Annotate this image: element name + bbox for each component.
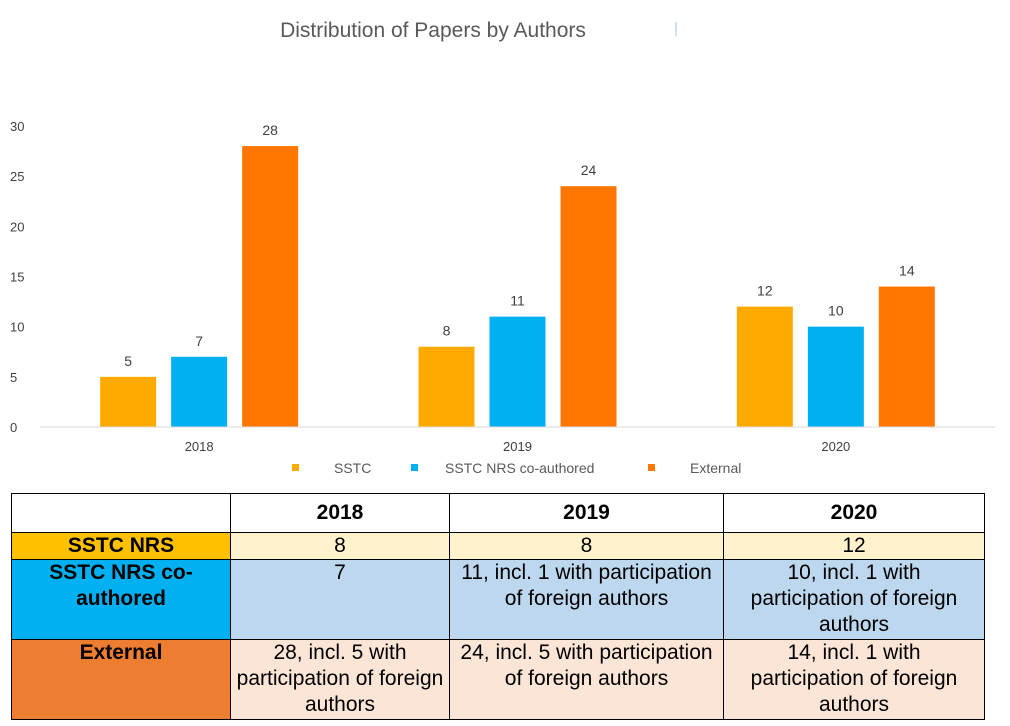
legend-label: SSTC NRS co-authored bbox=[445, 460, 594, 476]
bar bbox=[807, 326, 864, 427]
data-label: 8 bbox=[443, 323, 451, 339]
chart-title: Distribution of Papers by Authors bbox=[280, 19, 586, 42]
table-cell: 28, incl. 5 with participation of foreig… bbox=[230, 639, 450, 720]
legend-swatch bbox=[292, 464, 299, 471]
table-header-cell: 2020 bbox=[723, 493, 985, 533]
table-cell: 11, incl. 1 with participation of foreig… bbox=[449, 559, 724, 640]
bar-series: 5 7 28 8 11 24 12 10 14 bbox=[100, 122, 935, 428]
y-axis: 0 5 10 15 20 25 30 bbox=[10, 119, 24, 435]
data-table: 2018 2019 2020 SSTC NRS 8 8 12 SSTC NRS … bbox=[11, 493, 985, 720]
bar bbox=[560, 186, 617, 427]
data-label: 28 bbox=[262, 122, 278, 138]
row-header-external: External bbox=[11, 639, 231, 720]
bar-chart: Distribution of Papers by Authors 0 5 10 15… bbox=[10, 19, 995, 476]
bar bbox=[736, 306, 793, 427]
legend-label: SSTC bbox=[334, 460, 371, 476]
table-header-cell: 2018 bbox=[230, 493, 450, 533]
y-tick-label: 10 bbox=[10, 320, 24, 335]
data-label: 14 bbox=[899, 263, 915, 279]
data-label: 12 bbox=[757, 283, 773, 299]
bar bbox=[878, 286, 935, 427]
bar bbox=[418, 346, 475, 427]
table-header-row: 2018 2019 2020 bbox=[11, 493, 985, 533]
table-cell: 12 bbox=[723, 532, 985, 560]
table-header-cell: 2019 bbox=[449, 493, 724, 533]
row-header-co-authored: SSTC NRS co-authored bbox=[11, 559, 231, 640]
x-axis: 2018 2019 2020 bbox=[40, 426, 995, 454]
table-row-external: External 28, incl. 5 with participation … bbox=[11, 639, 985, 720]
legend-label: External bbox=[690, 460, 741, 476]
table-cell: 7 bbox=[230, 559, 450, 640]
data-label: 7 bbox=[195, 333, 203, 349]
y-tick-label: 5 bbox=[10, 370, 17, 385]
x-tick-label: 2019 bbox=[503, 439, 532, 454]
table-row-sstc-nrs: SSTC NRS 8 8 12 bbox=[11, 532, 985, 560]
bar bbox=[171, 356, 228, 427]
table-cell: 14, incl. 1 with participation of foreig… bbox=[723, 639, 985, 720]
x-tick-label: 2020 bbox=[821, 439, 850, 454]
data-label: 5 bbox=[124, 353, 132, 369]
y-tick-label: 0 bbox=[10, 420, 17, 435]
data-label: 11 bbox=[510, 293, 525, 309]
table-cell: 24, incl. 5 with participation of foreig… bbox=[449, 639, 724, 720]
table-cell: 8 bbox=[449, 532, 724, 560]
row-header-sstc-nrs: SSTC NRS bbox=[11, 532, 231, 560]
y-tick-label: 25 bbox=[10, 169, 24, 184]
table-header-cell bbox=[11, 493, 231, 533]
x-tick-label: 2018 bbox=[185, 439, 214, 454]
y-tick-label: 30 bbox=[10, 119, 24, 134]
data-label: 24 bbox=[581, 162, 597, 178]
legend-swatch bbox=[648, 464, 655, 471]
bar bbox=[242, 146, 299, 428]
y-tick-label: 15 bbox=[10, 270, 24, 285]
table-cell: 10, incl. 1 with participation of foreig… bbox=[723, 559, 985, 640]
table-row-co-authored: SSTC NRS co-authored 7 11, incl. 1 with … bbox=[11, 559, 985, 640]
chart-legend: SSTC SSTC NRS co-authored External bbox=[292, 460, 741, 476]
table-cell: 8 bbox=[230, 532, 450, 560]
data-label: 10 bbox=[828, 303, 844, 319]
legend-swatch bbox=[411, 464, 418, 471]
y-tick-label: 20 bbox=[10, 219, 24, 234]
bar bbox=[489, 316, 546, 427]
bar bbox=[100, 376, 157, 427]
